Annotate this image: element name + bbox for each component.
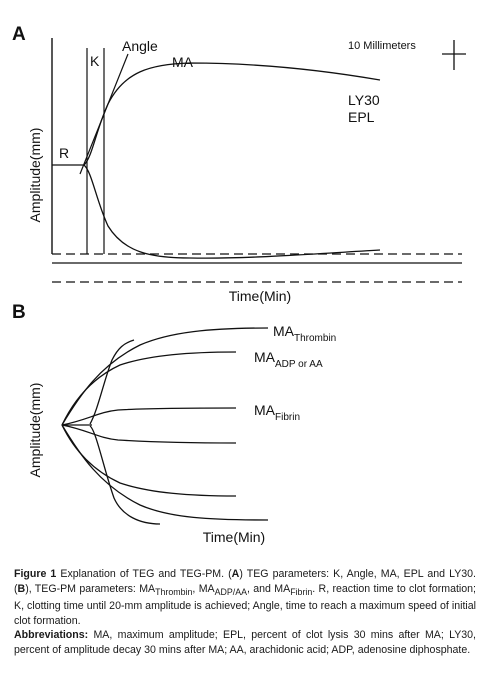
sub-adp: ADP/AA	[214, 586, 247, 597]
thrombin-curve-upper	[61, 327, 269, 426]
caption-text-2: ) TEG parameters: K, Angle, MA, EPL and …	[14, 568, 476, 595]
panel-a-ylabel: Amplitude(mm)	[27, 128, 43, 223]
upper-amplitude-curve	[83, 62, 381, 166]
transition-curve-upper	[89, 339, 135, 425]
adp-curve-lower	[61, 424, 237, 497]
panel-b-ylabel: Amplitude(mm)	[27, 383, 43, 478]
ma-thrombin-label: MAThrombin	[273, 323, 336, 344]
angle-tangent-line	[79, 53, 129, 175]
figure-number: Figure 1	[14, 568, 57, 580]
transition-curve	[89, 425, 161, 525]
panel-b-xlabel: Time(Min)	[203, 529, 265, 545]
ly30-label: LY30	[348, 92, 380, 108]
sub-fibrin: Fibrin	[290, 586, 313, 597]
teg-figure: A Amplitude(mm) Time(Min) R K Angle MA L…	[12, 24, 466, 545]
abbreviations-text: MA, maximum amplitude; EPL, percent of c…	[14, 629, 476, 657]
panel-a-xlabel: Time(Min)	[229, 288, 291, 304]
thrombin-curve-lower	[61, 424, 269, 521]
panel-a: A Amplitude(mm) Time(Min) R K Angle MA L…	[12, 24, 466, 304]
fibrin-curve-lower	[61, 424, 237, 444]
caption-text-4: . R, reaction time to clot formation; K,…	[14, 582, 476, 627]
scale-cross-icon	[442, 40, 466, 70]
panel-a-ref: A	[231, 568, 240, 580]
lower-amplitude-curve	[83, 164, 381, 259]
angle-label: Angle	[122, 38, 158, 54]
caption-text-3: ), TEG-PM parameters: MA	[25, 582, 156, 595]
figure-caption: Figure 1 Explanation of TEG and TEG-PM. …	[14, 567, 476, 658]
caption-sep-2: , and MA	[246, 582, 291, 595]
adp-curve-upper	[61, 351, 237, 426]
scale-label: 10 Millimeters	[348, 40, 416, 52]
k-label: K	[90, 53, 100, 69]
fibrin-curve-upper	[61, 407, 237, 426]
panel-b-label: B	[12, 302, 26, 323]
caption-abbreviations: Abbreviations: MA, maximum amplitude; EP…	[14, 628, 476, 657]
ma-adp-label: MAADP or AA	[254, 349, 323, 370]
abbreviations-label: Abbreviations:	[14, 629, 89, 642]
sub-thrombin: Thrombin	[155, 586, 193, 597]
r-label: R	[59, 145, 69, 161]
epl-label: EPL	[348, 109, 375, 125]
caption-main: Figure 1 Explanation of TEG and TEG-PM. …	[14, 567, 476, 628]
ma-fibrin-label: MAFibrin	[254, 402, 300, 423]
ma-label: MA	[172, 54, 194, 70]
panel-b: B Amplitude(mm) Time(Min) MAThrombin MAA…	[12, 302, 336, 545]
caption-sep-1: , MA	[192, 582, 215, 595]
panel-b-ref: B	[17, 582, 26, 595]
caption-text-1: Explanation of TEG and TEG-PM. (	[60, 568, 232, 580]
panel-a-label: A	[12, 24, 26, 45]
